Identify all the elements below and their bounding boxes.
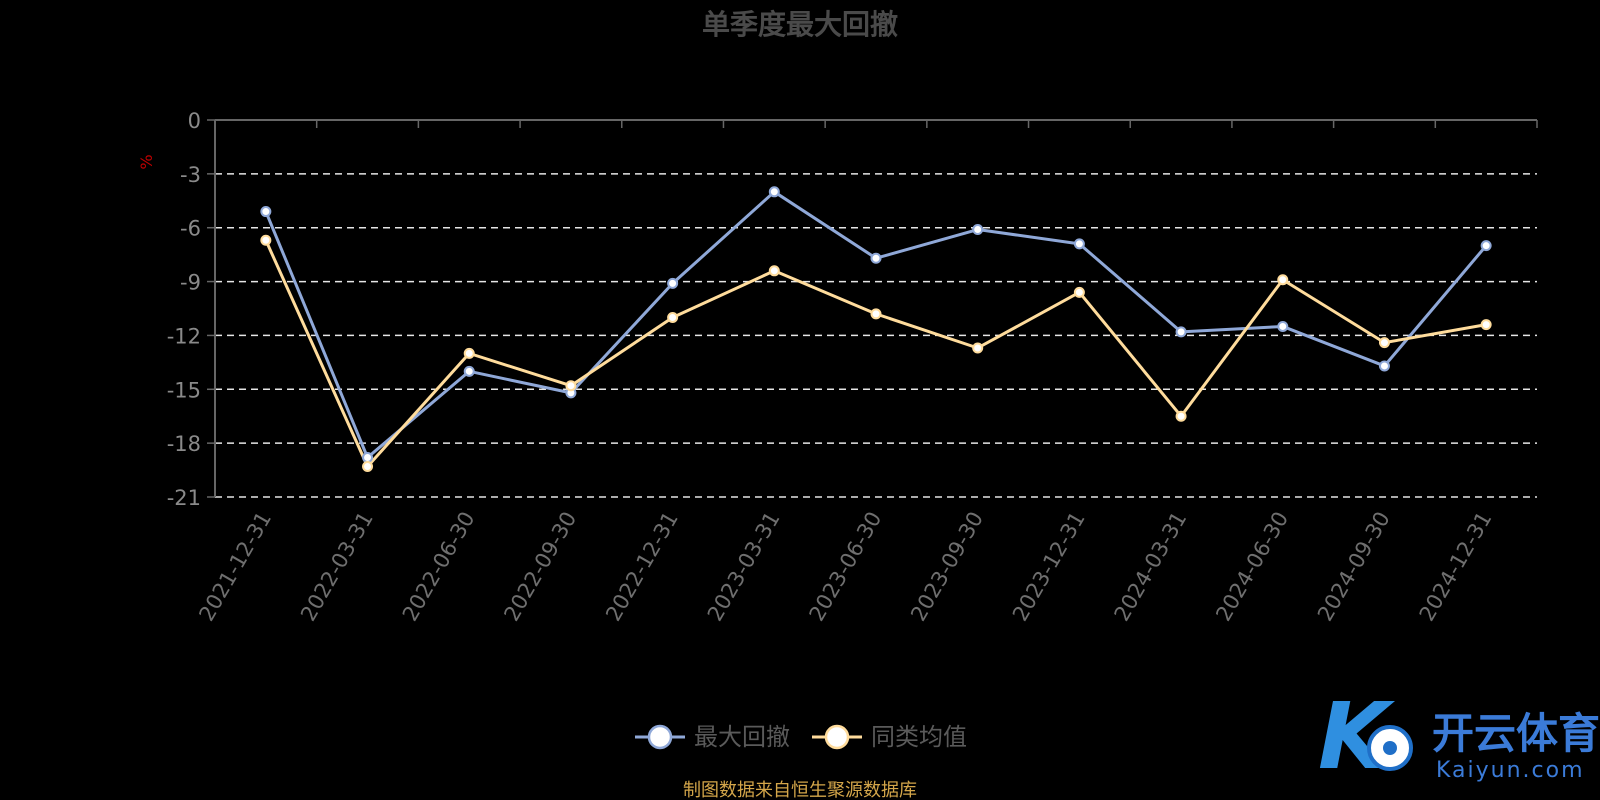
data-point-series-1[interactable] — [1073, 238, 1085, 250]
data-point-series-1[interactable] — [768, 186, 780, 198]
y-tick-label: -6 — [180, 217, 201, 241]
x-tick-label: 2024-09-30 — [1313, 508, 1395, 626]
x-tick-label: 2021-12-31 — [194, 508, 276, 626]
x-tick-label: 2022-06-30 — [398, 508, 480, 626]
y-tick-label: -12 — [167, 324, 201, 348]
legend[interactable]: 最大回撤 同类均值 — [635, 723, 967, 751]
y-tick-label: -3 — [180, 163, 201, 187]
data-point-series-2[interactable] — [260, 234, 272, 246]
data-point-series-1[interactable] — [972, 224, 984, 236]
data-point-series-1[interactable] — [1480, 240, 1492, 252]
series-line-1 — [264, 190, 1488, 460]
x-axis-ticks: 2021-12-31 2022-03-31 2022-06-30 2022-09-30… — [194, 508, 1496, 626]
data-point-series-2[interactable] — [972, 342, 984, 354]
x-tick-label: 2022-03-31 — [296, 508, 378, 626]
data-point-series-1[interactable] — [667, 277, 679, 289]
y-axis-unit: % — [137, 154, 156, 169]
x-tick-label: 2022-09-30 — [499, 508, 581, 626]
x-tick-label: 2023-12-31 — [1008, 508, 1090, 626]
watermark-brand-name: 开云体育 — [1432, 709, 1600, 758]
watermark-logo: K 开云体育 Kaiyun.com — [1318, 683, 1600, 790]
x-tick-label: 2024-12-31 — [1415, 508, 1497, 626]
legend-label-series-1: 最大回撤 — [694, 723, 790, 751]
data-point-series-2[interactable] — [870, 308, 882, 320]
data-point-series-1[interactable] — [1277, 320, 1289, 332]
data-source-note: 制图数据来自恒生聚源数据库 — [683, 780, 917, 800]
data-point-series-2[interactable] — [463, 347, 475, 359]
y-tick-label: -15 — [167, 378, 201, 402]
grid-lines — [215, 173, 1537, 498]
y-tick-label: -9 — [180, 271, 201, 295]
data-point-series-1[interactable] — [1378, 360, 1390, 372]
series-line-2 — [264, 239, 1487, 468]
data-point-series-2[interactable] — [667, 311, 679, 323]
y-tick-label: 0 — [188, 109, 201, 133]
x-axis — [214, 119, 1538, 497]
data-point-series-1[interactable] — [463, 365, 475, 377]
y-axis-ticks: 0 -3 -6 -9 -12 -15 -18 -21 — [167, 109, 215, 510]
data-point-series-2[interactable] — [1378, 337, 1390, 349]
x-tick-label: 2023-09-30 — [906, 508, 988, 626]
x-tick-label: 2023-03-31 — [703, 508, 785, 626]
data-point-series-2[interactable] — [1277, 274, 1289, 286]
chart-title: 单季度最大回撤 — [702, 8, 898, 41]
x-tick-label: 2022-12-31 — [601, 508, 683, 626]
x-tick-label: 2024-03-31 — [1110, 508, 1192, 626]
data-point-series-2[interactable] — [1480, 319, 1492, 331]
watermark-domain: Kaiyun.com — [1436, 758, 1585, 783]
data-point-series-1[interactable] — [1175, 326, 1187, 338]
data-point-series-2[interactable] — [1073, 286, 1085, 298]
data-point-series-1[interactable] — [260, 206, 272, 218]
legend-marker-series-1 — [647, 724, 673, 750]
y-tick-label: -21 — [167, 486, 201, 510]
data-point-series-2[interactable] — [565, 380, 577, 392]
legend-label-series-2: 同类均值 — [871, 723, 967, 751]
data-point-series-1[interactable] — [870, 252, 882, 264]
kaiyun-logo-icon: K — [1318, 683, 1413, 790]
x-tick-label: 2024-06-30 — [1211, 508, 1293, 626]
y-tick-label: -18 — [167, 432, 201, 456]
x-tick-label: 2023-06-30 — [805, 508, 887, 626]
legend-item-series-1[interactable]: 最大回撤 — [635, 723, 790, 751]
data-point-series-2[interactable] — [1175, 410, 1187, 422]
series-layer — [260, 186, 1492, 472]
legend-marker-series-2 — [824, 724, 850, 750]
data-point-series-2[interactable] — [362, 460, 374, 472]
data-point-series-1[interactable] — [362, 452, 374, 464]
data-point-series-2[interactable] — [768, 265, 780, 277]
legend-item-series-2[interactable]: 同类均值 — [812, 723, 967, 751]
